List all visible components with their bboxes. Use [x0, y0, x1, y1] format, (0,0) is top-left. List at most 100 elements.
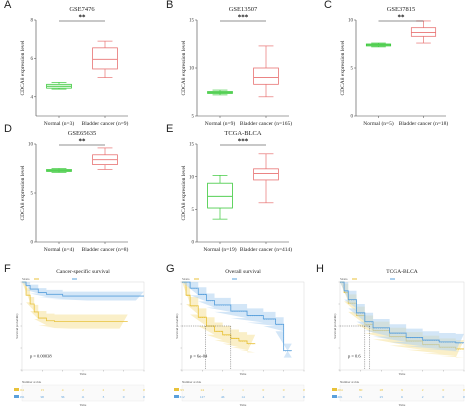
risk-count: 46	[221, 395, 225, 399]
y-tick-label: 4	[31, 96, 34, 101]
survival-curve	[340, 281, 464, 344]
significance-label: **	[79, 14, 87, 22]
risk-count: 2	[82, 388, 84, 392]
significance-label: **	[79, 138, 87, 146]
y-axis-label: CDCA8 expression level	[20, 165, 26, 220]
box-panel-a: A GSE7476 4 6 8 CDCA8 expression level Normal …	[4, 0, 129, 127]
confidence-band	[22, 282, 128, 329]
p-value: p = 0.6	[348, 354, 361, 359]
y-tick-label: 15	[189, 19, 195, 24]
y-axis-label: CDCA8 expression level	[340, 40, 346, 95]
y-axis-label: CDCA8 expression level	[181, 165, 187, 220]
x-category-label: Bladder cancer (n=8)	[82, 246, 129, 253]
x-axis-label: Time	[399, 372, 406, 376]
y-tick-label: 10	[28, 143, 34, 148]
km-panel-f: F Cancer-specific survival Strata Survival …	[4, 263, 145, 407]
p-value: p = 6e-04	[190, 354, 208, 359]
x-axis-label: Time	[80, 372, 87, 376]
chart-title: GSE65635	[68, 130, 97, 137]
risk-count: 9	[401, 388, 403, 392]
y-tick-label: 10	[348, 19, 354, 24]
risk-table-title: Number at risk	[182, 380, 202, 384]
series-low	[340, 281, 464, 352]
risk-count: 0	[143, 388, 145, 392]
y-axis-label: Survival probability	[175, 313, 179, 339]
risk-count: 1	[242, 388, 244, 392]
risk-count: 71	[359, 395, 363, 399]
y-tick-label: 5	[192, 208, 195, 213]
y-tick-label: 5	[192, 115, 195, 120]
y-tick-label: 15	[189, 143, 195, 148]
risk-count: 127	[200, 395, 206, 399]
panel-letter: D	[4, 123, 12, 135]
legend-title: Strata	[22, 277, 30, 281]
risk-count: 24	[201, 388, 205, 392]
normal-box	[46, 82, 72, 90]
chart-title: TCGA-BLCA	[224, 130, 262, 137]
risk-row-swatch-low	[332, 395, 337, 398]
series-high	[182, 281, 256, 353]
panel-letter: B	[166, 0, 173, 11]
normal-box	[46, 168, 72, 173]
panel-letter: G	[166, 263, 175, 275]
risk-count: 0	[442, 388, 444, 392]
km-panel-g: G Overall survival Strata Survival probabil…	[166, 263, 305, 407]
risk-count: 0	[123, 395, 125, 399]
normal-box	[207, 89, 233, 96]
y-tick-label: 8	[31, 19, 34, 24]
cancer-box	[410, 20, 437, 44]
risk-count: 0	[123, 388, 125, 392]
risk-table: Number at risk 93 24 7 1 0 0 0 312 127 46 14 4 0 0 Time	[174, 380, 305, 407]
risk-x-axis-label: Time	[80, 403, 87, 407]
panel-letter: A	[4, 0, 12, 11]
y-axis-label: Survival probability	[15, 313, 19, 339]
risk-count: 2	[422, 388, 424, 392]
risk-count: 0	[303, 395, 305, 399]
risk-count: 7	[222, 388, 224, 392]
cancer-box	[253, 45, 279, 98]
risk-count: 4	[262, 395, 264, 399]
risk-table-frame	[21, 384, 145, 402]
legend: Strata	[340, 277, 395, 281]
survival-curve	[22, 281, 128, 322]
risk-count: 0	[463, 388, 465, 392]
x-category-label: Normal (n=4)	[44, 246, 75, 253]
legend: Strata	[182, 277, 237, 281]
risk-count: 0	[303, 388, 305, 392]
survival-curve-dashed	[182, 282, 256, 345]
risk-count: 25	[380, 395, 384, 399]
x-category-label: Bladder cancer (n=165)	[240, 120, 292, 127]
risk-row-swatch-high	[14, 388, 19, 391]
chart-title: Overall survival	[225, 269, 261, 275]
box-panel-c: C GSE37815 0 5 10 CDCA8 expression level Norma…	[324, 0, 448, 127]
risk-count: 93	[180, 388, 184, 392]
iqr-box	[410, 27, 437, 37]
significance-label: ***	[238, 138, 249, 146]
significance-label: ***	[238, 14, 249, 22]
iqr-box	[253, 67, 279, 85]
panel-letter: C	[324, 0, 332, 11]
x-category-label: Bladder cancer (n=414)	[240, 246, 292, 253]
risk-count: 28	[380, 388, 384, 392]
x-category-label: Bladder cancer (n=9)	[82, 120, 129, 127]
risk-count: 3	[102, 395, 104, 399]
series-low	[182, 281, 292, 358]
x-axis-label: Time	[240, 372, 247, 376]
cancer-box	[253, 153, 279, 204]
y-tick-label: 5	[351, 67, 354, 72]
x-category-label: Normal (n=19)	[203, 246, 236, 253]
x-category-label: Normal (n=3)	[44, 120, 75, 127]
series-high	[22, 281, 128, 329]
y-axis-label: Survival probability	[333, 313, 337, 339]
risk-row-swatch-high	[174, 388, 179, 391]
chart-title: GSE37815	[387, 6, 416, 13]
significance-label: **	[398, 14, 406, 22]
y-tick-label: 0	[351, 115, 354, 120]
risk-table-title: Number at risk	[22, 380, 42, 384]
risk-count: 0	[442, 395, 444, 399]
risk-row-swatch-low	[14, 395, 19, 398]
km-panel-h: H TCGA-BLCA Strata Survival probability Time…	[316, 263, 465, 407]
confidence-band	[182, 282, 256, 353]
chart-title: TCGA-BLCA	[386, 269, 418, 275]
